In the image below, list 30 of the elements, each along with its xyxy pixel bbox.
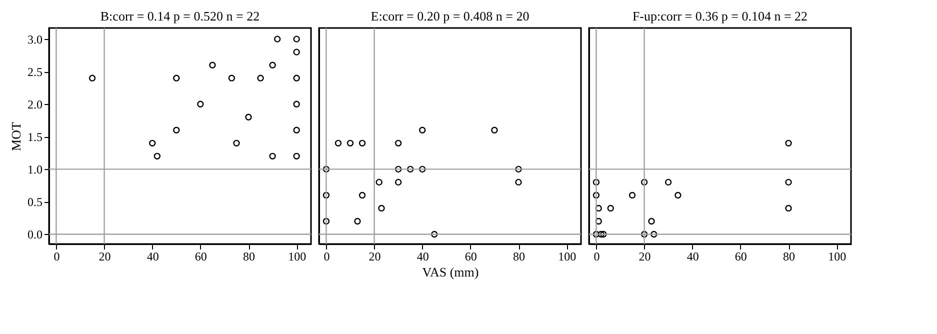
x-tick-label: 0 (324, 250, 330, 264)
x-tick-label: 40 (146, 250, 159, 264)
x-tick-label: 60 (194, 250, 207, 264)
x-tick-label: 40 (416, 250, 429, 264)
x-tick-label: 20 (638, 250, 651, 264)
y-tick-label: 0.0 (28, 228, 42, 242)
y-tick-label: 2.5 (28, 65, 42, 80)
x-tick-label: 0 (594, 250, 600, 264)
x-tick-label: 100 (288, 250, 306, 264)
x-tick-label: 80 (243, 250, 256, 264)
x-tick-label: 80 (513, 250, 526, 264)
x-tick-label: 80 (783, 250, 796, 264)
x-tick-label: 40 (686, 250, 699, 264)
y-tick-label: 2.0 (28, 98, 42, 112)
x-axis-title: VAS (mm) (422, 264, 479, 280)
y-tick-label: 0.5 (28, 195, 42, 210)
y-axis-title: MOT (8, 122, 24, 151)
chart-title: F-up:corr = 0.36 p = 0.104 n = 22 (632, 8, 808, 24)
x-tick-label: 20 (98, 250, 111, 264)
x-tick-label: 0 (54, 250, 60, 264)
chart-title: E:corr = 0.20 p = 0.408 n = 20 (370, 8, 530, 24)
chart-title: B:corr = 0.14 p = 0.520 n = 22 (100, 8, 260, 24)
x-tick-label: 100 (828, 250, 846, 264)
x-tick-label: 60 (464, 250, 477, 264)
y-tick-label: 1.5 (28, 130, 42, 144)
y-tick-label: 3.0 (28, 32, 42, 47)
y-tick-label: 1.0 (28, 162, 42, 177)
x-tick-label: 60 (734, 250, 747, 264)
x-tick-label: 100 (558, 250, 576, 264)
x-tick-label: 20 (368, 250, 381, 264)
